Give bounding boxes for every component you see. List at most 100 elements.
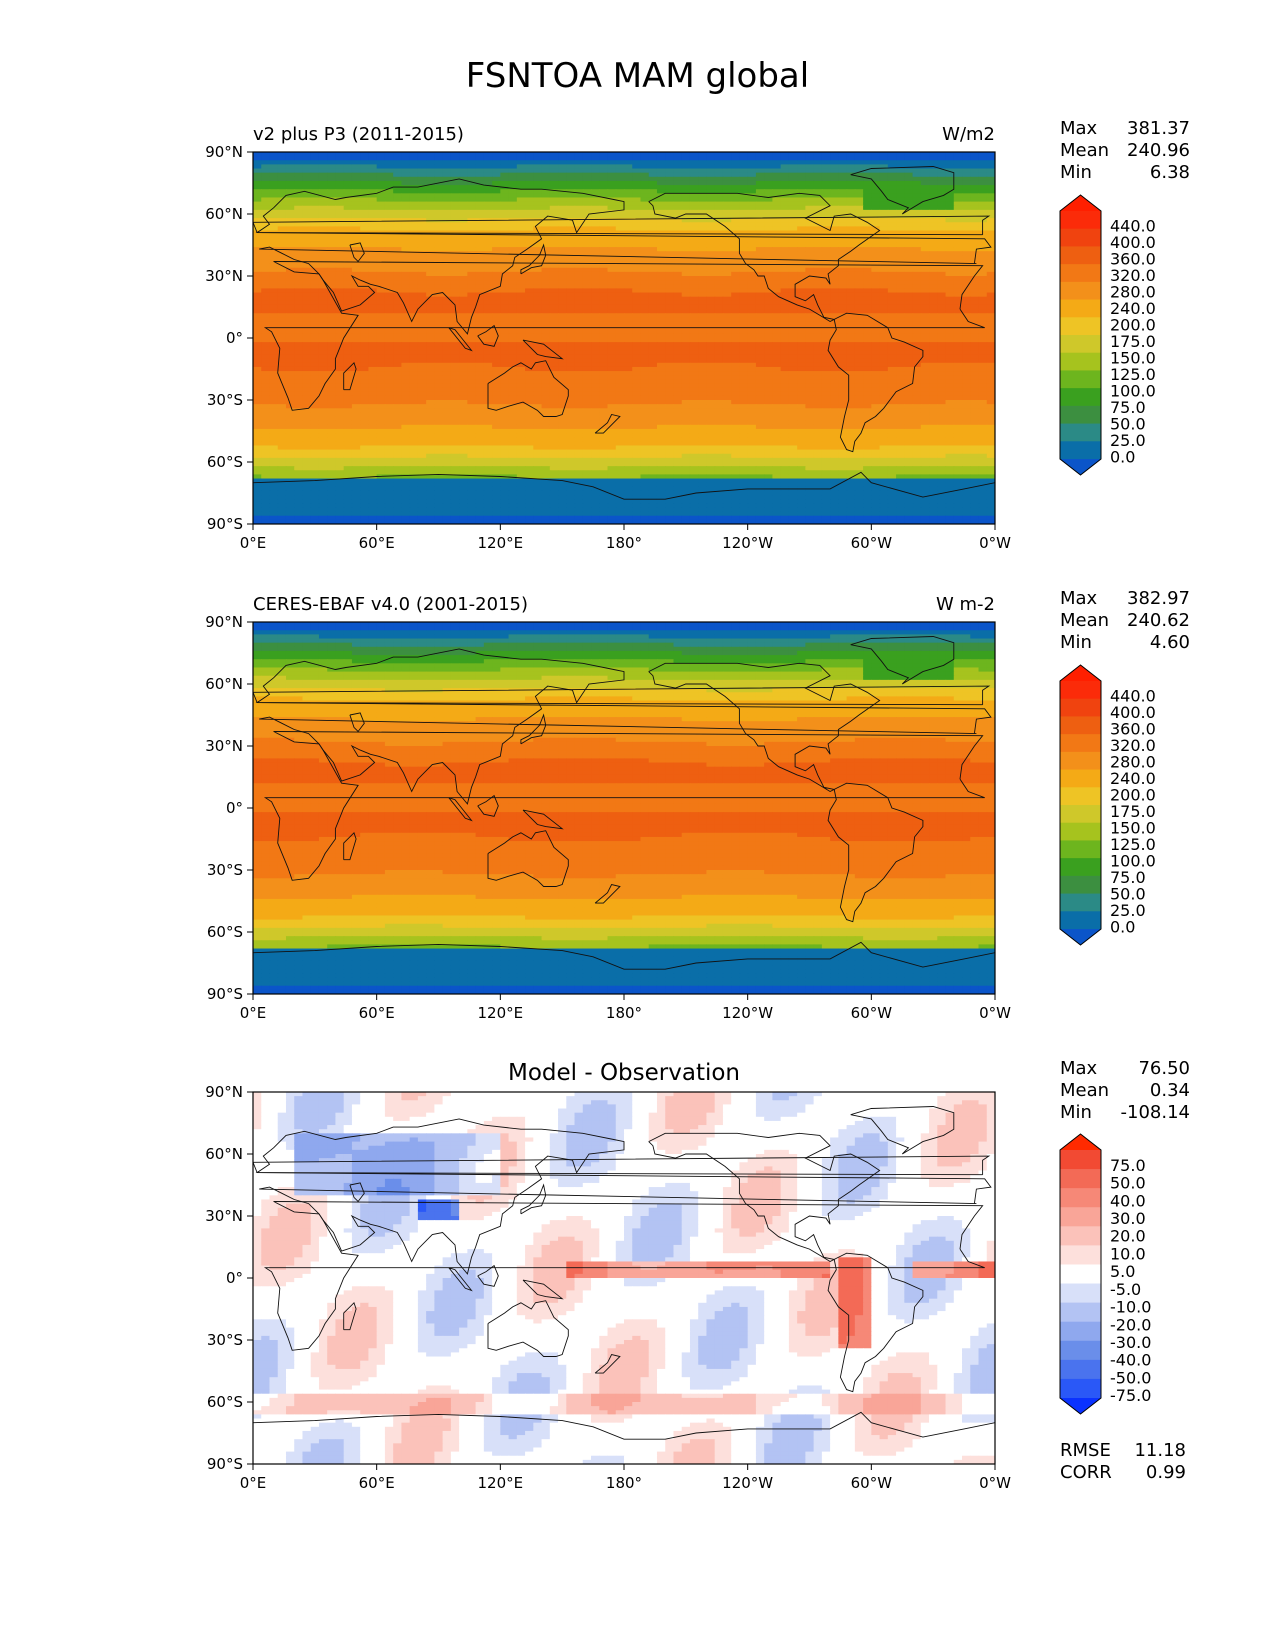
colorbar-tick-label: 200.0 — [1110, 315, 1156, 334]
ytick-label: 0° — [226, 1269, 243, 1287]
stat-max-label: Max — [1060, 1058, 1097, 1080]
colorbar-tick-label: 5.0 — [1110, 1262, 1135, 1281]
colorbar-segment — [1060, 228, 1101, 247]
colorbar-segment — [1060, 1283, 1101, 1304]
ytick-label: 30°N — [205, 267, 243, 285]
colorbar-outline — [1059, 194, 1102, 476]
colorbar-tick-label: 50.0 — [1110, 885, 1146, 904]
coastline — [522, 339, 564, 360]
coastline — [263, 261, 985, 411]
colorbar-tick-label: 40.0 — [1110, 1191, 1146, 1210]
map-field-test — [253, 152, 995, 524]
map-field-reference — [253, 622, 995, 994]
xtick-label: 180° — [606, 1004, 642, 1022]
colorbar-segment — [1060, 1188, 1101, 1208]
stat-min-value: -108.14 — [1121, 1102, 1190, 1124]
colorbar-tick-label: -50.0 — [1110, 1368, 1151, 1387]
colorbar-tick-label: 20.0 — [1110, 1227, 1146, 1246]
coastline — [827, 782, 924, 923]
colorbar-tick-label: 100.0 — [1110, 382, 1156, 401]
colorbar-tick-label: 280.0 — [1110, 282, 1156, 301]
coastline — [349, 242, 365, 263]
colorbar-segment — [1060, 335, 1101, 354]
colorbar-tick-label: 360.0 — [1110, 249, 1156, 268]
map-field-difference — [253, 1092, 995, 1464]
colorbar-tick-label: 0.0 — [1110, 448, 1135, 467]
colorbar-test: 0.025.050.075.0100.0125.0150.0175.0200.0… — [1059, 194, 1156, 476]
figure-title: FSNTOA MAM global — [0, 56, 1275, 96]
colorbar-outline — [1059, 1133, 1102, 1415]
ytick-label: 60°S — [207, 453, 243, 471]
colorbar-segment — [1060, 405, 1101, 424]
colorbar-extend-min — [1060, 929, 1101, 945]
xtick-label: 120°E — [478, 1474, 524, 1492]
colorbar-extend-min — [1060, 1398, 1101, 1414]
ytick-label: 30°N — [205, 737, 243, 755]
colorbar-tick-label: 360.0 — [1110, 719, 1156, 738]
ytick-label: 90°N — [205, 143, 243, 161]
stat-min-label: Min — [1060, 1102, 1092, 1124]
coastline — [253, 1411, 995, 1464]
colorbar-tick-label: 320.0 — [1110, 736, 1156, 755]
colorbar-segment — [1060, 423, 1101, 442]
colorbar-tick-label: 25.0 — [1110, 431, 1146, 450]
coastline — [343, 1301, 357, 1331]
colorbar-segment — [1060, 787, 1101, 806]
panel-difference: 90°N 60°N 30°N 0° 30°S 60°S 90°S0°E 60°E 120°E 18… — [205, 1060, 1151, 1492]
panel-left-title: v2 plus P3 (2011-2015) — [253, 124, 464, 145]
stat-min-label: Min — [1060, 162, 1092, 184]
colorbar-extend-min — [1060, 459, 1101, 475]
metric-corr-label: CORR — [1060, 1462, 1112, 1484]
ytick-label: 90°N — [205, 1083, 243, 1101]
stat-max-value: 382.97 — [1127, 588, 1190, 610]
xtick-label: 60°E — [359, 534, 395, 552]
stats-box-test: Max 381.37 Mean 240.96 Min 6.38 — [1060, 118, 1190, 184]
ytick-label: 90°S — [207, 1455, 243, 1473]
coastline — [253, 1155, 991, 1176]
coastline — [253, 471, 995, 524]
xtick-label: 120°W — [722, 1474, 773, 1492]
colorbar-segment — [1060, 911, 1101, 930]
coastline — [253, 941, 995, 994]
ytick-label: 0° — [226, 799, 243, 817]
colorbar-outline — [1059, 664, 1102, 946]
colorbar-segment — [1060, 1302, 1101, 1323]
colorbar-tick-label: 280.0 — [1110, 752, 1156, 771]
coastline — [522, 809, 564, 830]
colorbar-segment — [1060, 1321, 1101, 1342]
stats-box-difference: Max 76.50 Mean 0.34 Min -108.14 — [1060, 1058, 1190, 1124]
coastline — [448, 1267, 473, 1292]
colorbar-segment — [1060, 1340, 1101, 1361]
colorbar-segment — [1060, 317, 1101, 336]
colorbar-segment — [1060, 716, 1101, 735]
colorbar-tick-label: 50.0 — [1110, 415, 1146, 434]
colorbar-tick-label: 320.0 — [1110, 266, 1156, 285]
xtick-label: 0°E — [240, 534, 267, 552]
xtick-label: 60°E — [359, 1004, 395, 1022]
stats-box-reference: Max 382.97 Mean 240.62 Min 4.60 — [1060, 588, 1190, 654]
panel-center-title: Model - Observation — [508, 1060, 740, 1086]
ytick-label: 30°N — [205, 1207, 243, 1225]
colorbar-segment — [1060, 1150, 1101, 1170]
colorbar-segment — [1060, 281, 1101, 300]
ytick-label: 0° — [226, 329, 243, 347]
metric-corr-value: 0.99 — [1146, 1462, 1186, 1484]
colorbar-segment — [1060, 1226, 1101, 1246]
xtick-label: 120°W — [722, 534, 773, 552]
coastline — [253, 215, 991, 236]
colorbar-extend-max — [1060, 195, 1101, 211]
coastline — [648, 192, 881, 323]
coastline — [255, 1118, 992, 1275]
colorbar-tick-label: 25.0 — [1110, 901, 1146, 920]
coastline — [594, 883, 621, 904]
colorbar-tick-label: 0.0 — [1110, 918, 1135, 937]
stat-max-label: Max — [1060, 118, 1097, 140]
stat-max-value: 76.50 — [1138, 1058, 1190, 1080]
coastline — [263, 1201, 985, 1351]
coastline — [255, 178, 992, 335]
stat-min-value: 6.38 — [1150, 162, 1190, 184]
colorbar-tick-label: 400.0 — [1110, 233, 1156, 252]
coastline — [343, 831, 357, 861]
stat-min-label: Min — [1060, 632, 1092, 654]
colorbar-tick-label: 150.0 — [1110, 349, 1156, 368]
